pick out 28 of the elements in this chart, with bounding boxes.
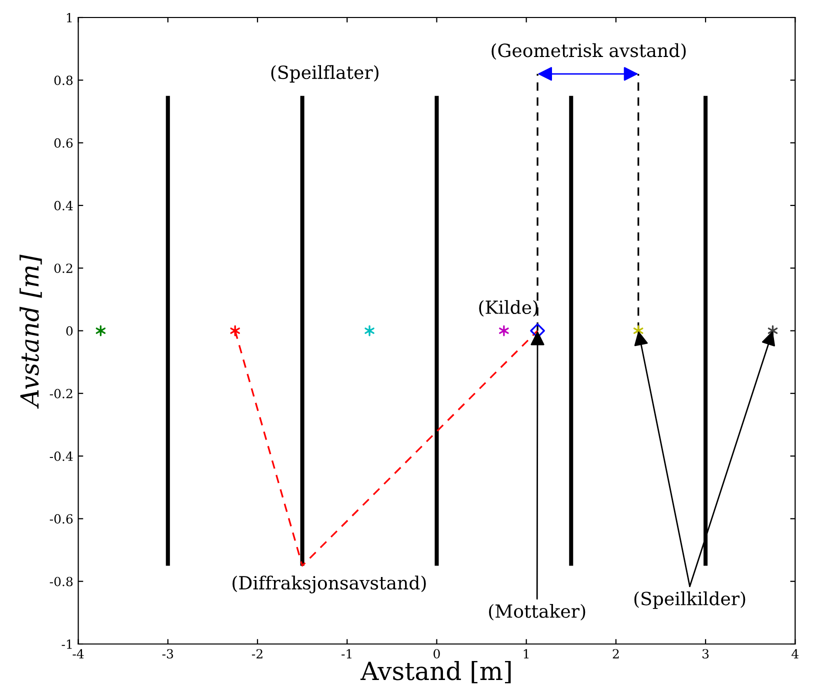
y-tick-label: 0.4: [54, 200, 73, 210]
x-tick-label: 4: [792, 649, 799, 658]
x-tick-label: -1: [342, 649, 352, 658]
y-tick-label: 1: [66, 12, 72, 22]
x-tick-label: -2: [252, 649, 262, 658]
y-tick-label: 0.6: [54, 138, 73, 148]
y-tick-label: 0.2: [54, 264, 72, 274]
x-axis-title: Avstand [m]: [360, 660, 511, 684]
y-tick-label: -0.6: [50, 514, 73, 524]
annotation: (Geometrisk avstand): [492, 43, 686, 60]
x-tick-label: -3: [162, 649, 174, 659]
y-tick-label: -1: [62, 639, 72, 649]
y-axis-title: Avstand [m]: [20, 254, 42, 409]
x-tick-label: 0: [434, 649, 440, 659]
annotation: (Speilkilder): [634, 591, 746, 609]
x-tick-label: 2: [612, 649, 619, 658]
x-tick-label: 1: [524, 649, 529, 658]
annotation: (Diffraksjonsavstand): [232, 576, 426, 594]
x-tick-label: 3: [702, 649, 709, 659]
y-tick-label: -0.2: [50, 388, 72, 398]
annotation: (Mottaker): [489, 604, 586, 620]
y-tick-label: -0.4: [50, 452, 73, 461]
annotation: (Kilde): [479, 300, 538, 317]
x-tick-label: -4: [72, 649, 84, 658]
annotation: (Speilflater): [271, 65, 378, 83]
y-tick-label: 0.8: [54, 76, 73, 86]
y-tick-label: 0: [66, 326, 73, 336]
y-tick-label: -0.8: [50, 576, 73, 586]
